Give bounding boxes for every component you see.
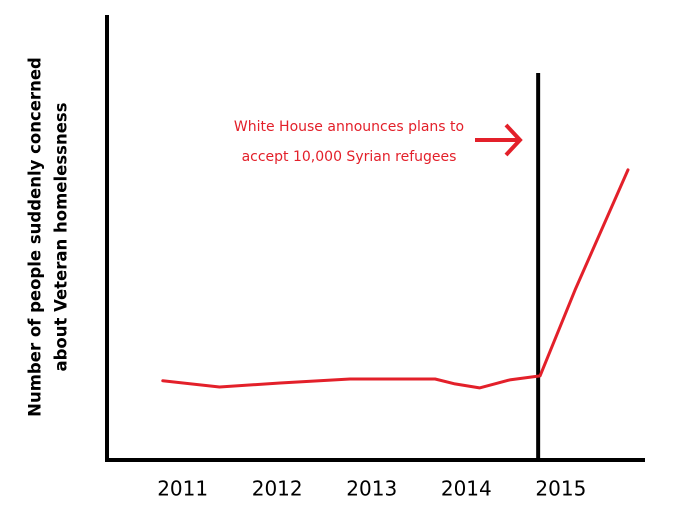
annotation-text: White House announces plans to [234, 119, 464, 135]
y-axis-label: about Veteran homelessness [52, 102, 71, 371]
x-tick-label: 2013 [346, 477, 397, 501]
x-tick-label: 2011 [157, 477, 208, 501]
arrow-head [504, 123, 523, 157]
annotation-text: accept 10,000 Syrian refugees [242, 149, 457, 165]
x-tick-label: 2015 [535, 477, 586, 501]
annotation-arrow [475, 123, 523, 157]
data-line [161, 168, 630, 390]
x-tick-label: 2014 [441, 477, 492, 501]
y-axis-label: Number of people suddenly concerned [26, 57, 45, 417]
x-tick-label: 2012 [252, 477, 303, 501]
